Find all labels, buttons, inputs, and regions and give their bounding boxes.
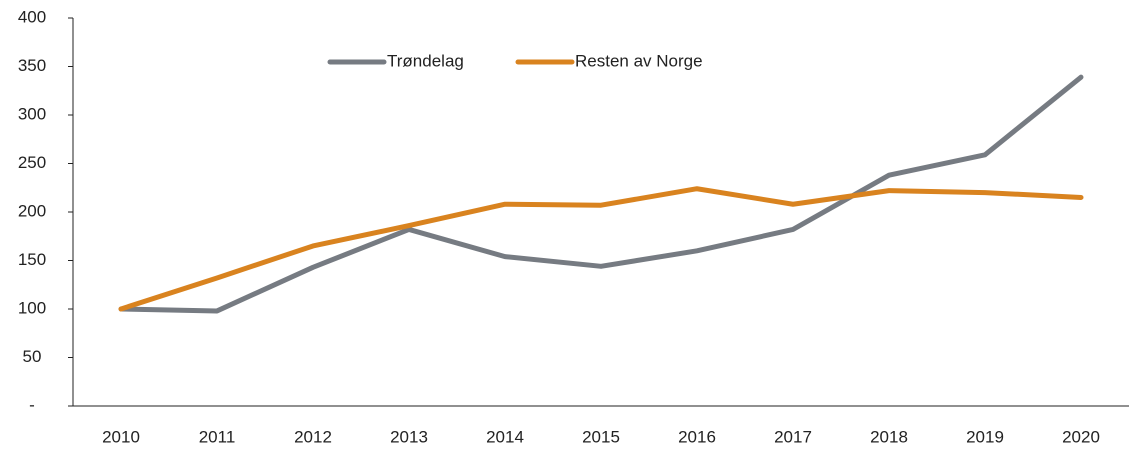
x-tick-label: 2017 — [774, 427, 812, 446]
x-tick-label: 2020 — [1062, 427, 1100, 446]
y-tick-label: 50 — [23, 347, 42, 366]
line-series — [118, 74, 1084, 314]
x-tick-label: 2016 — [678, 427, 716, 446]
x-tick-label: 2018 — [870, 427, 908, 446]
y-tick-label: 200 — [18, 201, 46, 220]
x-tick-label: 2011 — [199, 427, 236, 446]
x-tick-label: 2015 — [582, 427, 620, 446]
x-tick-label: 2019 — [966, 427, 1004, 446]
x-tick-label: 2013 — [390, 427, 428, 446]
x-tick-label: 2014 — [486, 427, 524, 446]
y-tick-label: 350 — [18, 56, 46, 75]
y-tick-label: 250 — [18, 153, 46, 172]
y-tick-label: 300 — [18, 104, 46, 123]
line-series — [118, 186, 1084, 312]
y-tick-label: - — [29, 395, 35, 414]
x-tick-label: 2010 — [102, 427, 140, 446]
legend-label: Resten av Norge — [575, 51, 703, 70]
legend-label: Trøndelag — [387, 51, 464, 70]
y-tick-label: 150 — [18, 250, 46, 269]
y-tick-label: 100 — [18, 298, 46, 317]
y-tick-label: 400 — [18, 7, 46, 26]
x-tick-label: 2012 — [294, 427, 332, 446]
